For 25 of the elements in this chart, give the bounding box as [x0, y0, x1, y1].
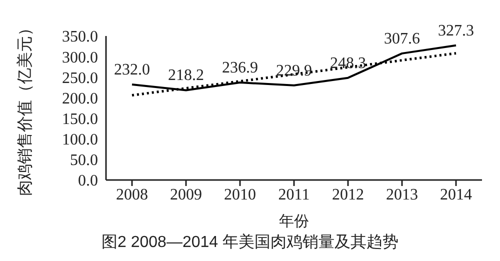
x-tick-label: 2008: [116, 186, 148, 204]
data-label: 218.2: [168, 67, 204, 84]
x-tick-label: 2012: [332, 186, 364, 204]
data-label: 307.6: [384, 30, 420, 48]
data-label: 232.0: [114, 62, 150, 79]
data-label: 327.3: [438, 22, 474, 40]
x-tick-label: 2013: [386, 186, 418, 204]
x-tick-label: 2014: [440, 186, 472, 204]
y-tick-label: 300.0: [62, 49, 98, 66]
y-tick-label: 250.0: [62, 70, 98, 87]
y-tick-label: 150.0: [62, 110, 98, 128]
x-tick-label: 2011: [278, 186, 310, 204]
x-axis-title: 年份: [279, 213, 309, 230]
data-label: 236.9: [222, 60, 258, 77]
text: 图2 2008—2014 年美国肉鸡销量及其趋势: [100, 232, 400, 253]
data-label: 248.3: [330, 54, 366, 72]
y-tick-label: 50.0: [70, 152, 98, 170]
y-axis-title: 肉鸡销售价值（亿美元）: [16, 20, 34, 196]
x-tick-label: 2010: [224, 186, 256, 204]
data-label: 229.9: [276, 62, 312, 80]
y-tick-label: 0.0: [78, 172, 98, 190]
y-tick-label: 200.0: [62, 90, 98, 108]
x-tick-label: 2009: [170, 186, 202, 204]
y-tick-label: 100.0: [62, 132, 98, 149]
y-tick-label: 350.0: [62, 28, 98, 46]
